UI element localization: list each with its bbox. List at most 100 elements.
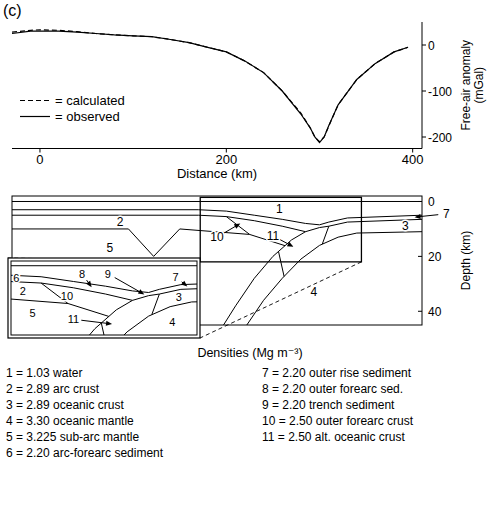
legend-label: = calculated (55, 93, 125, 108)
key-item: 4 = 3.30 oceanic mantle (6, 414, 134, 428)
figure: (c)0200400Distance (km)0-100-200Free-air… (0, 0, 493, 527)
body-label: 1 (276, 202, 283, 216)
arrow-head (415, 214, 421, 219)
legend-swatch (20, 116, 50, 117)
body-label: 4 (311, 285, 318, 299)
label-arrow (81, 320, 112, 326)
layer-boundary (12, 201, 422, 202)
label-arrow (86, 280, 92, 287)
body-label: 2 (117, 215, 124, 229)
y-tick-label: -200 (428, 131, 452, 145)
key-title: Densities (Mg m⁻³) (197, 346, 302, 360)
y-tick-label: 0 (428, 39, 435, 53)
y-axis (422, 22, 423, 149)
arrow-shaft (115, 278, 141, 293)
legend-label: = observed (55, 109, 120, 124)
body-label: 3 (402, 219, 409, 233)
layer-boundary (38, 286, 197, 335)
layer-boundary (12, 229, 285, 256)
layer-boundary (152, 294, 160, 314)
y-axis-title: Depth (km) (459, 231, 473, 290)
layer-boundary (12, 210, 422, 225)
body-label: 3 (176, 291, 182, 303)
x-axis (12, 148, 422, 149)
body-label: 2 (20, 285, 26, 297)
y-tick-label: 0 (428, 195, 435, 209)
body-label: 11 (267, 229, 280, 243)
labels: 6 8 9 7 2 10 5 11 3 4 (13, 268, 181, 329)
key-item: 6 = 2.20 arc-forearc sediment (6, 446, 164, 460)
label-arrow (115, 278, 145, 295)
body-label: 8 (79, 268, 85, 280)
body-label: 11 (68, 313, 79, 325)
arrow-head (234, 223, 240, 228)
arrows (224, 214, 438, 247)
key-item: 2 = 2.89 arc crust (6, 382, 100, 396)
inset-frame-inner (11, 261, 197, 335)
y-tick (422, 91, 426, 92)
zoom-connector (200, 262, 361, 338)
layer-boundary (226, 217, 249, 235)
inset: 6 8 9 7 2 10 5 11 3 4 (0, 258, 267, 407)
inset-frame-outer (8, 258, 200, 338)
series-group (12, 30, 408, 143)
y-axis-title-line: Free-air anomaly (459, 40, 473, 131)
inset-background (8, 258, 200, 338)
body-label: 9 (105, 268, 111, 280)
arrow-head (138, 289, 144, 294)
body-label: 5 (106, 241, 113, 255)
layer-boundary (65, 300, 197, 335)
label-arrow (415, 214, 439, 219)
y-tick-label: 40 (428, 305, 442, 319)
series-line (12, 30, 408, 142)
label-arrow (181, 281, 187, 287)
layer-boundary (322, 226, 329, 244)
body-label: 5 (29, 307, 35, 319)
y-tick (422, 45, 426, 46)
layer-boundary (279, 251, 285, 276)
key-item: 1 = 1.03 water (6, 366, 82, 380)
y-tick (418, 311, 422, 312)
arrow-shaft (419, 215, 439, 217)
arrow-shaft (224, 225, 237, 233)
key-item: 9 = 2.20 trench sediment (262, 398, 395, 412)
y-axis-title: Free-air anomaly(mGal) (459, 40, 486, 131)
label-arrow (280, 240, 293, 247)
x-tick-label: 400 (402, 152, 424, 167)
key-item: 10 = 2.50 outer forearc crust (262, 414, 414, 428)
layer-boundary (11, 297, 109, 328)
arrow-head (181, 281, 187, 287)
key-item: 8 = 2.20 outer forearc sed. (262, 382, 403, 396)
body-label: 10 (61, 290, 73, 302)
y-tick (418, 256, 422, 257)
x-tick-label: 200 (215, 152, 237, 167)
arrow-head (106, 321, 112, 326)
layer-boundary (11, 265, 197, 266)
y-tick (418, 201, 422, 202)
key-item: 5 = 3.225 sub-arc mantle (6, 430, 139, 444)
key-item: 7 = 2.20 outer rise sediment (262, 366, 412, 380)
x-axis-title: Distance (km) (177, 166, 257, 181)
body-label: 7 (443, 207, 450, 221)
y-tick-label: 20 (428, 250, 442, 264)
body-label: 10 (210, 230, 224, 244)
series-line (12, 31, 408, 142)
arrow-head (86, 281, 92, 287)
y-tick (422, 137, 426, 138)
label-arrow (224, 223, 240, 233)
arrow-shaft (81, 320, 108, 323)
key-item: 3 = 2.89 oceanic crust (6, 398, 124, 412)
arrow-head (287, 242, 293, 247)
zoom-box (200, 197, 361, 262)
layer-boundary (247, 232, 422, 325)
anomaly-plot: 0 200 400 Distance (km) 0 -100 -200 Free-air an… (12, 22, 486, 181)
key-item: 11 = 2.50 alt. oceanic crust (262, 430, 406, 444)
body-label: 7 (172, 271, 178, 283)
legend-swatch (20, 100, 50, 101)
body-label: 4 (169, 316, 175, 328)
body-label: 6 (13, 272, 19, 284)
x-tick-label: 0 (36, 152, 43, 167)
y-tick-label: -100 (428, 85, 452, 99)
y-axis-title-line: (mGal) (472, 67, 486, 104)
panel-label: (c) (3, 2, 22, 19)
